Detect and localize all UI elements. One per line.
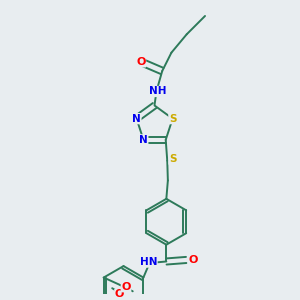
Text: HN: HN — [140, 257, 157, 267]
Text: NH: NH — [149, 86, 167, 97]
Text: N: N — [139, 135, 148, 145]
Text: N: N — [132, 114, 141, 124]
Text: O: O — [115, 289, 124, 299]
Text: S: S — [169, 154, 176, 164]
Text: O: O — [121, 282, 131, 292]
Text: O: O — [136, 57, 146, 67]
Text: S: S — [169, 114, 176, 124]
Text: O: O — [188, 255, 198, 265]
